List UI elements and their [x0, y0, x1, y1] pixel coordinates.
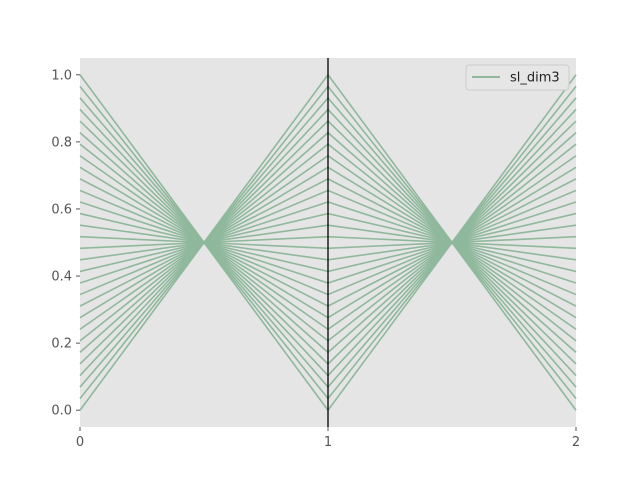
- y-tick-label-3: 0.6: [51, 202, 72, 217]
- x-tick-label-1: 1: [324, 435, 332, 450]
- y-tick-label-1: 0.2: [51, 337, 72, 352]
- x-tick-label-2: 2: [572, 435, 580, 450]
- ticks-layer: 0.0 0.2 0.4 0.6 0.8 1.0 0 1 2: [51, 68, 580, 450]
- legend: sl_dim3: [465, 64, 570, 91]
- legend-box: [465, 64, 570, 91]
- y-tick-label-0: 0.0: [51, 404, 72, 419]
- legend-label-0: sl_dim3: [510, 71, 560, 86]
- y-tick-label-5: 1.0: [51, 68, 72, 83]
- y-tick-label-2: 0.4: [51, 270, 72, 285]
- x-tick-label-0: 0: [76, 435, 84, 450]
- y-tick-label-4: 0.8: [51, 135, 72, 150]
